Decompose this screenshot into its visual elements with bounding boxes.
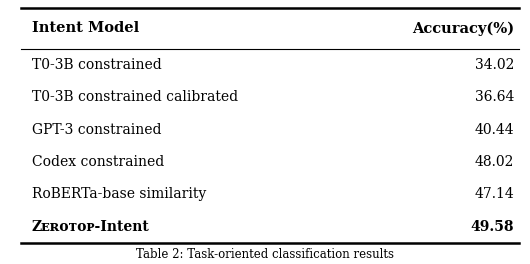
Text: RoBERTa-base similarity: RoBERTa-base similarity <box>32 187 206 201</box>
Text: 36.64: 36.64 <box>475 90 514 104</box>
Text: Table 2: Task-oriented classification results: Table 2: Task-oriented classification re… <box>136 248 394 261</box>
Text: 48.02: 48.02 <box>475 155 514 169</box>
Text: T0-3B constrained: T0-3B constrained <box>32 58 162 72</box>
Text: Codex constrained: Codex constrained <box>32 155 164 169</box>
Text: Accuracy(%): Accuracy(%) <box>412 21 514 36</box>
Text: 34.02: 34.02 <box>475 58 514 72</box>
Text: Intent Model: Intent Model <box>32 21 139 35</box>
Text: 47.14: 47.14 <box>474 187 514 201</box>
Text: 49.58: 49.58 <box>471 220 514 234</box>
Text: GPT-3 constrained: GPT-3 constrained <box>32 123 161 137</box>
Text: Zᴇʀᴏᴛᴏᴘ-Intent: Zᴇʀᴏᴛᴏᴘ-Intent <box>32 220 149 234</box>
Text: T0-3B constrained calibrated: T0-3B constrained calibrated <box>32 90 238 104</box>
Text: 40.44: 40.44 <box>474 123 514 137</box>
